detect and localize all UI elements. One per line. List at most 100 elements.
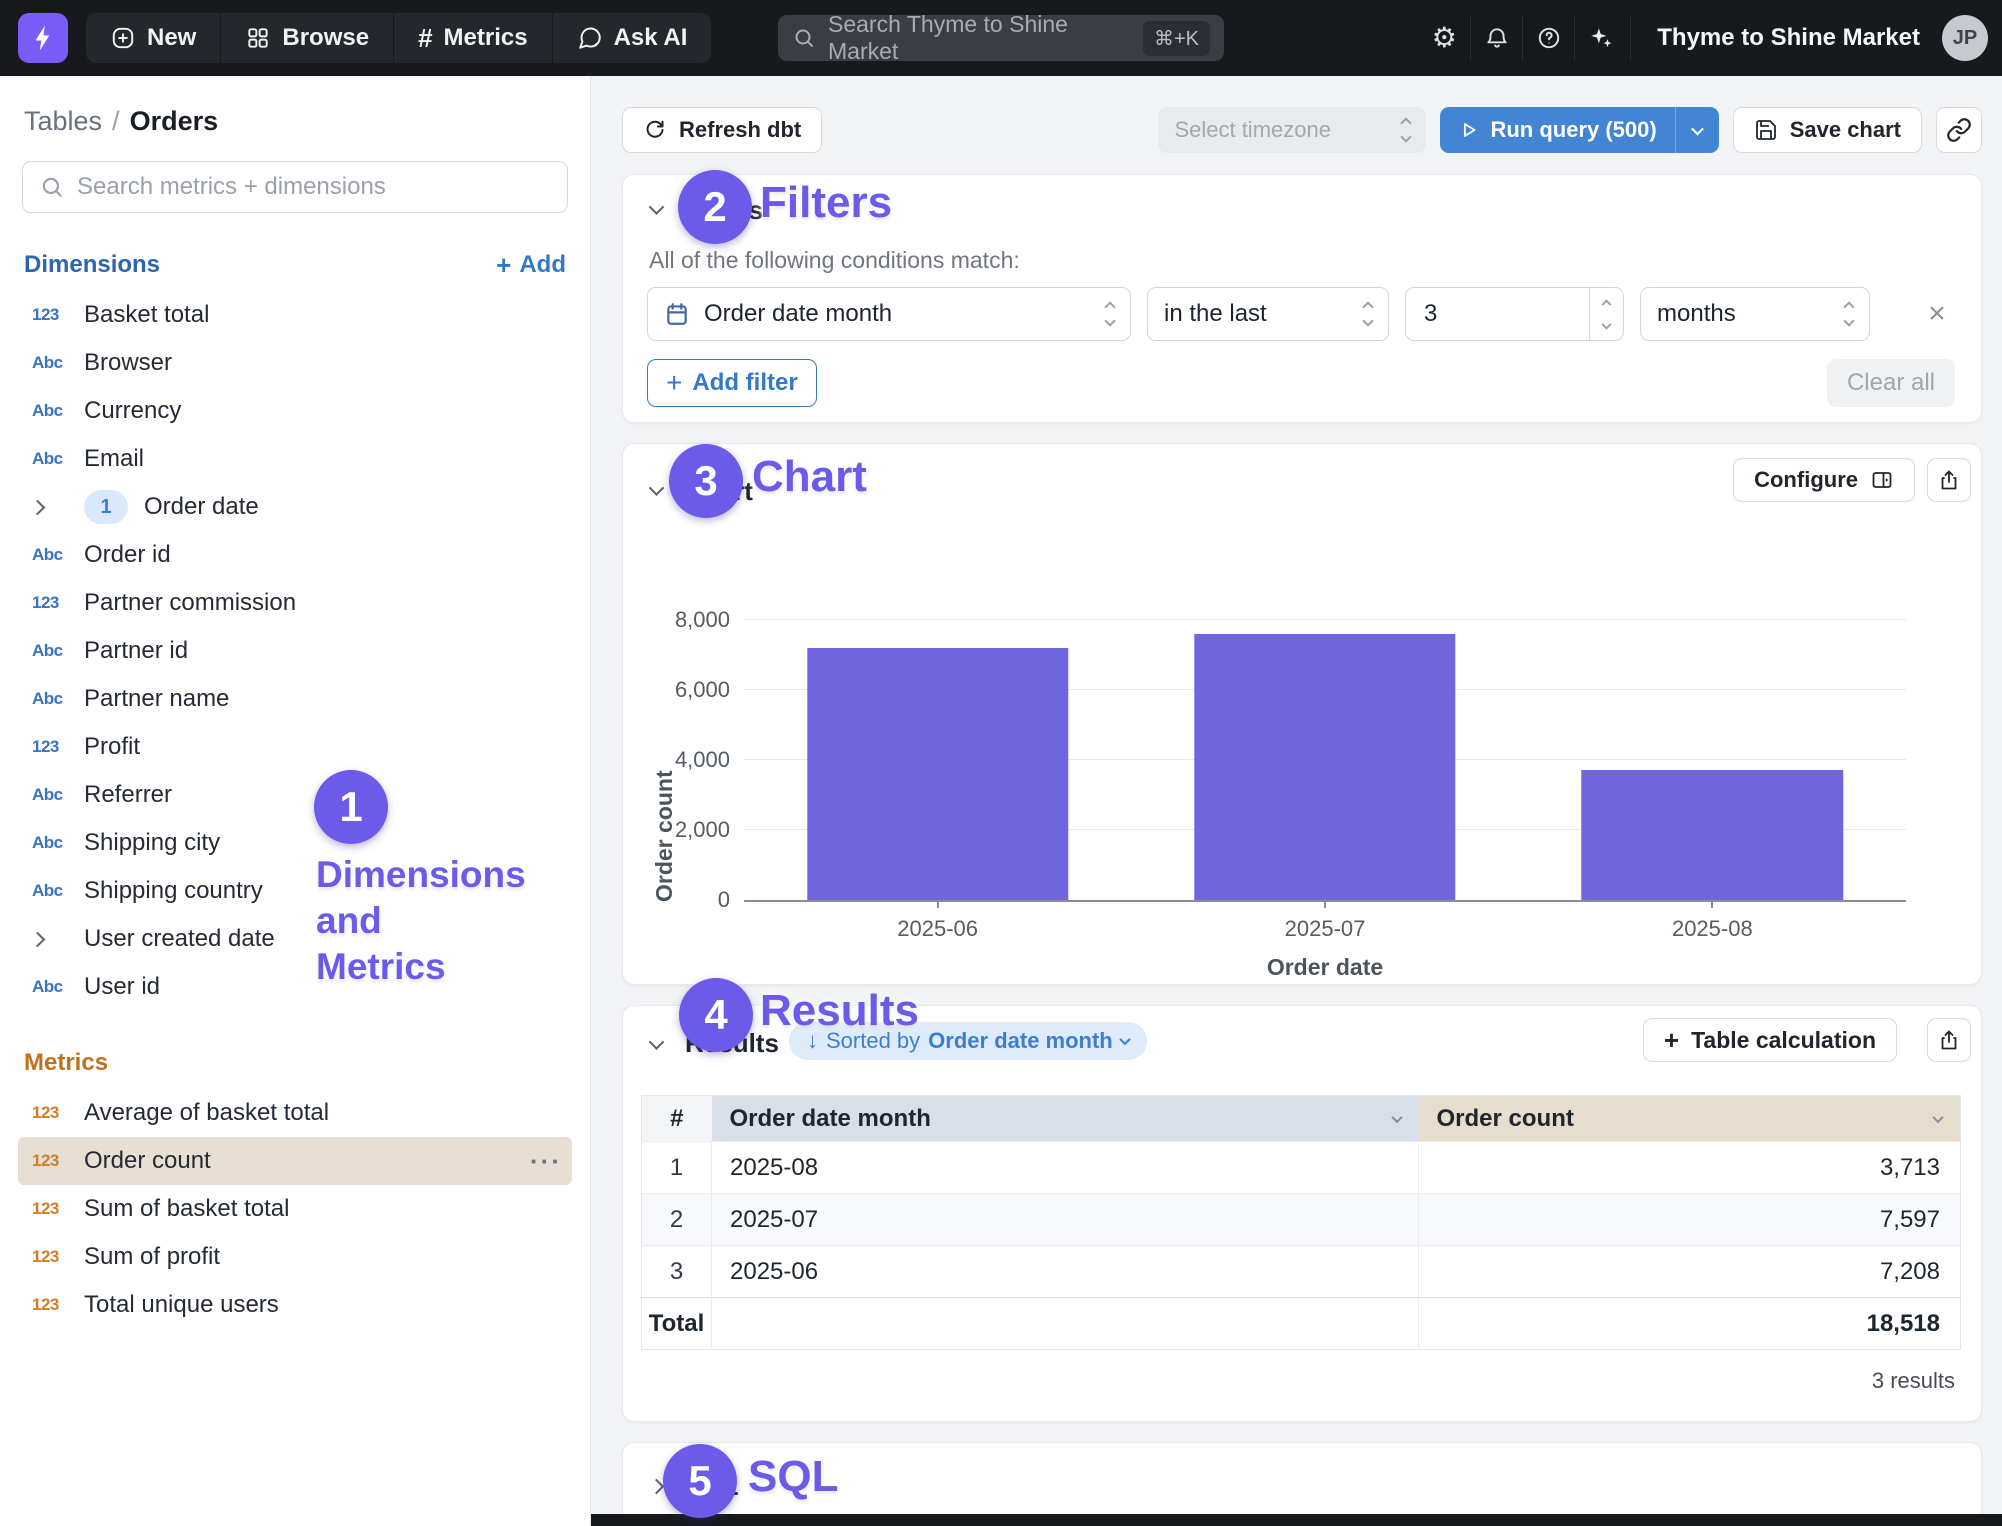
add-filter-button[interactable]: + Add filter — [647, 359, 817, 407]
column-header-order-date-month[interactable]: Order date month — [711, 1095, 1419, 1142]
number-type-icon: 123 — [32, 1295, 84, 1315]
configure-label: Configure — [1754, 467, 1858, 492]
new-button[interactable]: New — [86, 13, 220, 63]
remove-filter-button[interactable]: × — [1928, 297, 1946, 330]
stepper-down-button[interactable] — [1590, 314, 1623, 340]
x-tick-mark — [1324, 900, 1326, 908]
bar-2025-07[interactable] — [1194, 634, 1456, 900]
sidebar-item-label: User created date — [84, 925, 275, 952]
chat-sparkle-icon — [577, 25, 603, 51]
clear-all-filters-button[interactable]: Clear all — [1826, 359, 1955, 407]
sidebar-item-user-id[interactable]: Abc User id — [18, 963, 572, 1011]
filter-unit-value: months — [1657, 300, 1736, 327]
sidebar-item-email[interactable]: Abc Email — [18, 435, 572, 483]
y-tick-label: 2,000 — [674, 817, 730, 842]
sidebar-item-label: Sum of basket total — [84, 1195, 290, 1222]
help-button[interactable] — [1522, 15, 1574, 61]
breadcrumb-current: Orders — [129, 106, 219, 136]
filter-field-select[interactable]: Order date month — [647, 287, 1131, 341]
sidebar-item-order-count[interactable]: 123 Order count ··· — [18, 1137, 572, 1185]
text-type-icon: Abc — [32, 977, 84, 997]
bar-2025-08[interactable] — [1581, 770, 1844, 900]
sidebar-item-partner-id[interactable]: Abc Partner id — [18, 627, 572, 675]
field-type-glyph: Abc — [32, 449, 63, 468]
shortcut-badge: ⌘+K — [1142, 20, 1210, 56]
x-axis-title: Order date — [1266, 954, 1384, 980]
add-dimension-button[interactable]: + Add — [496, 251, 566, 279]
sidebar-item-order-date[interactable]: 1 Order date — [18, 483, 572, 531]
results-table: # Order date month Order count 1 2025-08 3… — [641, 1095, 1961, 1350]
settings-button[interactable]: ⚙ — [1418, 15, 1470, 61]
configure-chart-button[interactable]: Configure — [1733, 458, 1915, 502]
sidebar-item-sum-of-profit[interactable]: 123 Sum of profit — [18, 1233, 572, 1281]
sidebar-item-referrer[interactable]: Abc Referrer — [18, 771, 572, 819]
filter-value-input[interactable]: 3 — [1405, 287, 1624, 341]
run-query-main[interactable]: Run query (500) — [1440, 107, 1674, 153]
sparkles-icon — [1588, 25, 1614, 51]
results-section: Results ↓ Sorted by Order date month + T… — [622, 1005, 1982, 1422]
dimensions-header: Dimensions — [24, 251, 161, 278]
ask-ai-button[interactable]: Ask AI — [551, 13, 712, 63]
notifications-button[interactable] — [1470, 15, 1522, 61]
sidebar-item-label: Total unique users — [84, 1291, 279, 1318]
filter-unit-select[interactable]: months — [1640, 287, 1870, 341]
search-placeholder: Search Thyme to Shine Market — [828, 11, 1068, 64]
user-avatar[interactable]: JP — [1942, 15, 1988, 61]
explore-sidebar: Tables / Orders Search metrics + dimension… — [0, 76, 591, 1526]
sorted-by-pill[interactable]: ↓ Sorted by Order date month — [789, 1022, 1147, 1060]
export-chart-button[interactable] — [1927, 458, 1971, 502]
share-link-button[interactable] — [1936, 107, 1982, 153]
sidebar-item-currency[interactable]: Abc Currency — [18, 387, 572, 435]
item-menu-icon[interactable]: ··· — [530, 1145, 562, 1176]
sidebar-item-label: Shipping city — [84, 829, 221, 856]
sidebar-item-user-created-date[interactable]: User created date — [18, 915, 572, 963]
help-icon — [1536, 25, 1562, 51]
table-calculation-button[interactable]: + Table calculation — [1642, 1018, 1897, 1062]
collapse-chart-icon[interactable] — [648, 480, 665, 496]
select-chevrons-icon — [1104, 301, 1116, 327]
app-logo[interactable] — [18, 13, 68, 63]
bar-2025-06[interactable] — [806, 647, 1069, 900]
sidebar-item-order-id[interactable]: Abc Order id — [18, 531, 572, 579]
sidebar-item-browser[interactable]: Abc Browser — [18, 339, 572, 387]
run-query-button[interactable]: Run query (500) — [1440, 107, 1719, 153]
collapse-filters-icon[interactable] — [648, 199, 665, 215]
sidebar-item-basket-total[interactable]: 123 Basket total — [18, 291, 572, 339]
sidebar-item-shipping-city[interactable]: Abc Shipping city — [18, 819, 572, 867]
sidebar-item-partner-name[interactable]: Abc Partner name — [18, 675, 572, 723]
text-type-icon: Abc — [32, 545, 84, 565]
sidebar-item-shipping-country[interactable]: Abc Shipping country — [18, 867, 572, 915]
timezone-select[interactable]: Select timezone — [1158, 107, 1427, 153]
sidebar-item-average-of-basket-total[interactable]: 123 Average of basket total — [18, 1089, 572, 1137]
order-count-cell: 3,713 — [1418, 1141, 1961, 1194]
fields-search-input[interactable]: Search metrics + dimensions — [22, 161, 568, 213]
order-date-cell: 2025-07 — [711, 1193, 1419, 1246]
stepper-up-button[interactable] — [1590, 288, 1623, 314]
ai-sparkles-button[interactable] — [1574, 15, 1626, 61]
global-search-input[interactable]: Search Thyme to Shine Market ⌘+K — [778, 11, 1224, 64]
divider — [1630, 15, 1632, 61]
collapse-results-icon[interactable] — [648, 1034, 665, 1050]
breadcrumb-tables-link[interactable]: Tables — [24, 106, 103, 136]
filter-field-value: Order date month — [704, 300, 893, 327]
browse-button[interactable]: Browse — [220, 13, 393, 63]
metrics-header-row: Metrics — [0, 1049, 590, 1077]
sidebar-item-total-unique-users[interactable]: 123 Total unique users — [18, 1281, 572, 1329]
metrics-button[interactable]: # Metrics — [393, 13, 552, 63]
refresh-dbt-button[interactable]: Refresh dbt — [622, 107, 823, 153]
sidebar-item-sum-of-basket-total[interactable]: 123 Sum of basket total — [18, 1185, 572, 1233]
column-header-order-count[interactable]: Order count — [1418, 1095, 1961, 1142]
sidebar-item-profit[interactable]: 123 Profit — [18, 723, 572, 771]
gear-icon: ⚙ — [1431, 22, 1457, 53]
org-switcher[interactable]: Thyme to Shine Market — [1657, 24, 1920, 51]
sidebar-item-partner-commission[interactable]: 123 Partner commission — [18, 579, 572, 627]
save-chart-button[interactable]: Save chart — [1732, 107, 1922, 153]
filter-operator-select[interactable]: in the last — [1147, 287, 1389, 341]
export-results-button[interactable] — [1927, 1018, 1971, 1062]
expand-sql-icon[interactable] — [648, 1478, 665, 1495]
text-type-icon: Abc — [32, 785, 84, 805]
run-query-options-caret[interactable] — [1674, 107, 1719, 153]
breadcrumb-separator: / — [112, 106, 120, 136]
sorted-prefix: Sorted by — [826, 1028, 921, 1053]
